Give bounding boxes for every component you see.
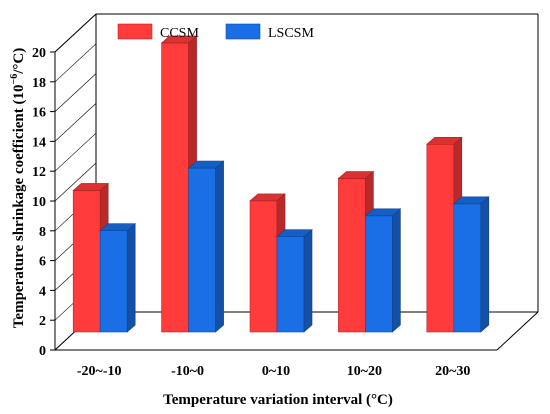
y-tick-label: 6 <box>39 255 46 270</box>
y-axis-title: Temperature shrinkage coefficient (10−6/… <box>9 48 27 328</box>
y-axis-title-main: Temperature shrinkage coefficient (10 <box>11 84 27 328</box>
y-tick-label: 14 <box>32 135 46 150</box>
bar-side-face <box>392 208 401 333</box>
x-axis-title: Temperature variation interval (°C) <box>163 392 393 408</box>
x-category-label: -20~-10 <box>77 364 122 379</box>
y-tick-depth-line <box>54 13 97 53</box>
y-axis-title-superscript: −6 <box>9 74 20 85</box>
x-category-label: 0~10 <box>262 364 290 379</box>
legend: CCSM LSCSM <box>117 23 314 41</box>
legend-label-lscsm: LSCSM <box>268 26 314 41</box>
y-tick-depth-line <box>54 162 97 202</box>
bar-top-face <box>187 160 225 169</box>
bar-front-face <box>249 200 278 333</box>
bar-lscsm-0 <box>99 223 136 333</box>
bars <box>72 35 490 333</box>
bar-front-face <box>276 236 305 333</box>
x-category-label: 10~20 <box>347 364 382 379</box>
y-tick-depth-line <box>54 132 97 172</box>
bar-front-face <box>188 167 216 333</box>
bar-top-face <box>453 196 490 205</box>
bar-top-face <box>99 223 136 231</box>
y-tick-label: 20 <box>32 46 46 61</box>
bar-side-face <box>215 160 224 333</box>
y-tick-label: 4 <box>39 284 46 299</box>
y-tick-label: 0 <box>39 344 46 359</box>
legend-label-ccsm: CCSM <box>160 26 199 41</box>
bar-side-face <box>126 223 136 333</box>
x-category-label: -10~0 <box>171 364 204 379</box>
bar-lscsm-2 <box>276 228 313 333</box>
bar-lscsm-1 <box>187 160 225 333</box>
bar-front-face <box>426 143 455 333</box>
legend-swatch-ccsm <box>117 23 153 40</box>
y-axis-ticks: 0 2 4 6 8 10 12 14 16 18 20 <box>32 13 97 359</box>
bar-front-face <box>453 203 482 333</box>
y-tick-depth-line <box>54 103 97 142</box>
bar-top-face <box>249 193 286 202</box>
floor-right-edge <box>496 311 539 351</box>
bar-front-face <box>338 178 366 333</box>
y-tick-label: 18 <box>32 76 46 91</box>
bar-side-face <box>480 196 490 333</box>
bar-side-face <box>303 228 313 333</box>
bar-front-face <box>99 230 128 333</box>
y-axis-title-tail: /°C) <box>11 48 27 75</box>
bar-top-face <box>337 171 375 179</box>
bar-top-face <box>276 229 313 237</box>
y-tick-label: 2 <box>39 314 46 329</box>
bar-front-face <box>161 42 189 333</box>
y-tick-depth-line <box>54 43 97 83</box>
y-tick-label: 8 <box>39 225 46 240</box>
y-tick-label: 10 <box>32 195 46 210</box>
legend-swatch-lscsm <box>225 23 261 40</box>
bar-ccsm-0 <box>72 182 109 333</box>
y-tick-label: 16 <box>32 106 46 121</box>
x-category-label: 20~30 <box>435 364 470 379</box>
y-tick-label: 12 <box>32 165 46 180</box>
bar-top-face <box>72 183 109 191</box>
bar-front-face <box>72 190 101 333</box>
y-tick-depth-line <box>54 73 97 112</box>
bar-top-face <box>160 35 198 44</box>
bar-lscsm-3 <box>364 208 402 333</box>
bar-lscsm-4 <box>453 196 490 333</box>
bar-top-face <box>364 208 402 217</box>
bar-top-face <box>426 136 463 145</box>
x-axis-categories: -20~-10 -10~0 0~10 10~20 20~30 <box>77 364 471 379</box>
bar-front-face <box>365 215 393 333</box>
